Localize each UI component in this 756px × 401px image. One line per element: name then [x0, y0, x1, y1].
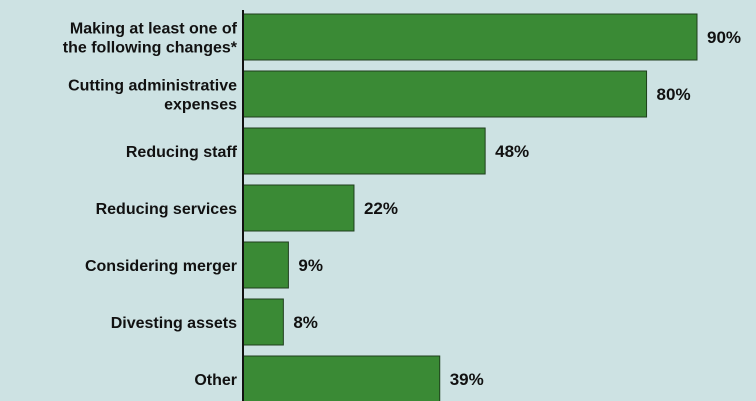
value-label-1: 80% [657, 85, 691, 104]
category-label-6: Other [194, 372, 237, 389]
bar-1 [242, 70, 648, 118]
bar-4 [242, 241, 289, 289]
category-label-4: Considering merger [85, 258, 237, 275]
bars-layer [242, 13, 698, 401]
value-labels-layer: 90% 80% 48% 22% 9% 8% 39% [293, 28, 741, 389]
category-labels-layer: Making at least one of the following chan… [63, 21, 238, 390]
category-label-line: Considering merger [85, 258, 237, 275]
bar-0 [242, 13, 698, 61]
category-label-0: Making at least one of the following chan… [63, 21, 238, 57]
category-label-2: Reducing staff [126, 144, 238, 161]
value-label-2: 48% [495, 142, 529, 161]
category-label-line: Making at least one of [70, 21, 238, 38]
category-label-3: Reducing services [96, 201, 238, 218]
category-label-5: Divesting assets [111, 315, 237, 332]
category-label-line: Cutting administrative [68, 78, 237, 95]
category-label-line: Reducing services [96, 201, 238, 218]
value-label-6: 39% [450, 370, 484, 389]
category-label-line: Other [194, 372, 237, 389]
bar-2 [242, 127, 486, 175]
category-label-1: Cutting administrative expenses [68, 78, 237, 114]
bar-3 [242, 184, 355, 232]
value-label-5: 8% [293, 313, 318, 332]
bar-5 [242, 298, 284, 346]
category-label-line: Divesting assets [111, 315, 237, 332]
category-label-line: Reducing staff [126, 144, 238, 161]
value-label-4: 9% [298, 256, 323, 275]
bar-6 [242, 355, 441, 401]
category-label-line: the following changes* [63, 40, 238, 57]
category-label-line: expenses [164, 97, 237, 114]
value-label-3: 22% [364, 199, 398, 218]
value-label-0: 90% [707, 28, 741, 47]
